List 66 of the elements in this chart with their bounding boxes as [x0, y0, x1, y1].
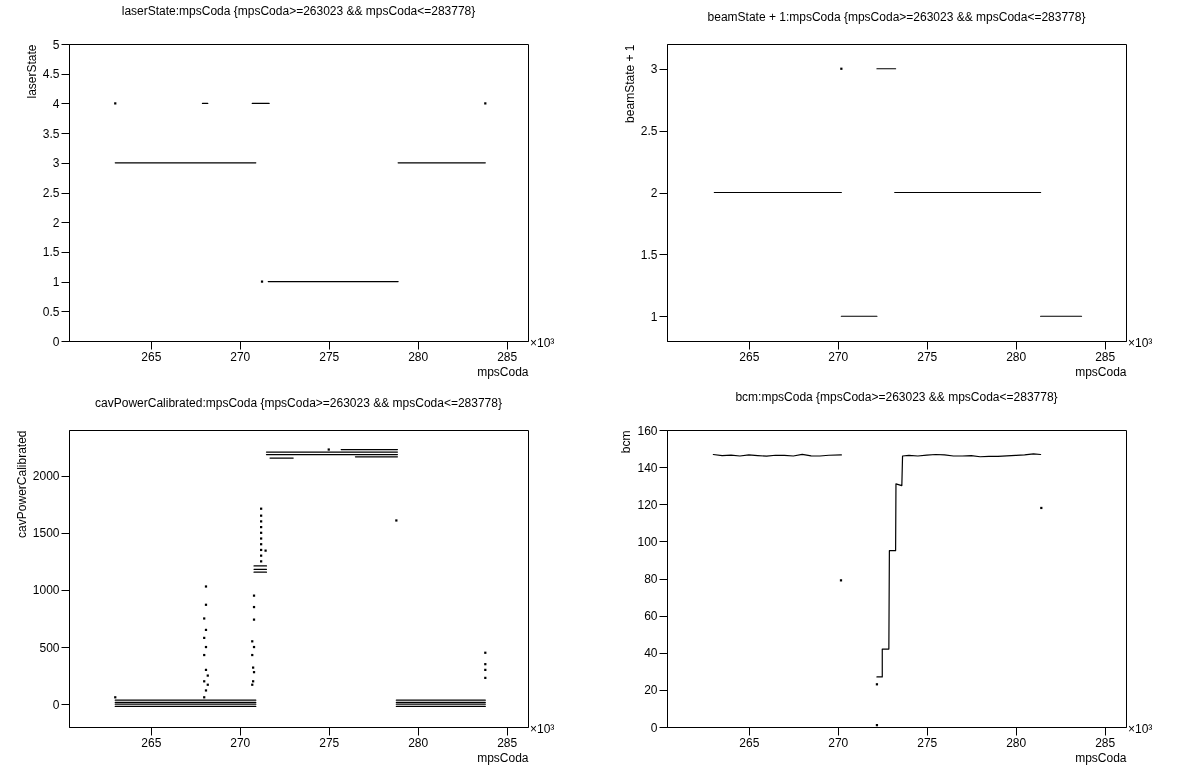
chart-title: laserState:mpsCoda {mpsCoda>=263023 && mpsCoda<=283778} — [121, 4, 476, 18]
chart-title: beamState + 1:mpsCoda {mpsCoda>=263023 && mpsCoda<=283778} — [707, 10, 1086, 24]
y-tick-label: 20 — [644, 683, 658, 698]
y-tick-label: 1 — [52, 275, 60, 290]
x-tick-label: 280 — [408, 735, 429, 750]
x-tick-label: 280 — [1006, 735, 1027, 750]
x-tick-label: 275 — [319, 349, 340, 364]
x-axis-title: mpsCoda — [1075, 364, 1127, 379]
x-tick-label: 275 — [917, 349, 938, 364]
x-tick-label: 280 — [408, 349, 429, 364]
y-tick-label: 160 — [637, 423, 658, 438]
x-tick-label: 285 — [497, 349, 518, 364]
y-tick-label: 1 — [650, 309, 658, 324]
y-tick-label: 1.5 — [640, 247, 658, 262]
text: ×10³ — [1128, 722, 1153, 736]
text: ×10³ — [530, 336, 555, 350]
y-tick-label: 140 — [637, 460, 658, 475]
y-axis-title: beamState + 1 — [622, 44, 637, 123]
y-tick-label: 80 — [644, 572, 658, 586]
y-tick-label: 60 — [644, 609, 658, 624]
y-tick-label: 0.5 — [42, 304, 60, 319]
y-tick-label: 3.5 — [42, 126, 60, 141]
y-tick-label: 120 — [637, 497, 658, 512]
y-axis-title: bcm — [619, 430, 634, 454]
y-tick-label: 4.5 — [42, 67, 60, 82]
y-tick-label: 100 — [637, 534, 658, 549]
x-tick-label: 285 — [1095, 735, 1116, 750]
y-axis-title: laserState — [24, 44, 39, 99]
x-axis-title: mpsCoda — [477, 750, 529, 765]
x-tick-label: 285 — [497, 735, 518, 750]
y-tick-label: 1500 — [32, 526, 60, 541]
x-tick-label: 285 — [1095, 349, 1116, 364]
y-tick-label: 2.5 — [640, 124, 658, 139]
text: ×10³ — [530, 722, 555, 736]
y-tick-label: 1.5 — [42, 245, 60, 260]
y-tick-label: 3 — [52, 156, 60, 171]
y-tick-label: 0 — [52, 334, 60, 349]
y-tick-label: 5 — [52, 37, 60, 52]
x-tick-label: 270 — [230, 735, 251, 750]
y-tick-label: 2 — [52, 215, 60, 230]
y-tick-label: 4 — [52, 96, 60, 111]
x-tick-label: 275 — [319, 735, 340, 750]
x-tick-label: 265 — [141, 735, 162, 750]
x-tick-label: 265 — [141, 349, 162, 364]
chart-title: cavPowerCalibrated:mpsCoda {mpsCoda>=263023 && mpsCoda<=283778} — [95, 396, 502, 410]
y-tick-label: 2.5 — [42, 186, 60, 200]
y-tick-label: 0 — [52, 697, 60, 712]
text: ×10³ — [1128, 336, 1153, 350]
y-axis-title: cavPowerCalibrated — [14, 430, 29, 538]
chart-title: bcm:mpsCoda {mpsCoda>=263023 && mpsCoda<=283778} — [735, 390, 1058, 404]
y-tick-label: 0 — [650, 720, 658, 735]
x-tick-label: 265 — [739, 735, 760, 750]
x-tick-label: 270 — [828, 349, 849, 364]
x-tick-label: 280 — [1006, 349, 1027, 364]
y-tick-label: 1000 — [32, 583, 60, 598]
y-tick-label: 2 — [650, 186, 658, 200]
x-axis-title: mpsCoda — [477, 364, 529, 379]
x-tick-label: 265 — [739, 349, 760, 364]
y-tick-label: 500 — [39, 640, 60, 655]
x-tick-label: 270 — [828, 735, 849, 750]
y-tick-label: 2000 — [32, 469, 60, 484]
x-axis-title: mpsCoda — [1075, 750, 1127, 765]
x-tick-label: 275 — [917, 735, 938, 750]
y-tick-label: 3 — [650, 62, 658, 77]
x-tick-label: 270 — [230, 349, 251, 364]
y-tick-label: 40 — [644, 646, 658, 661]
